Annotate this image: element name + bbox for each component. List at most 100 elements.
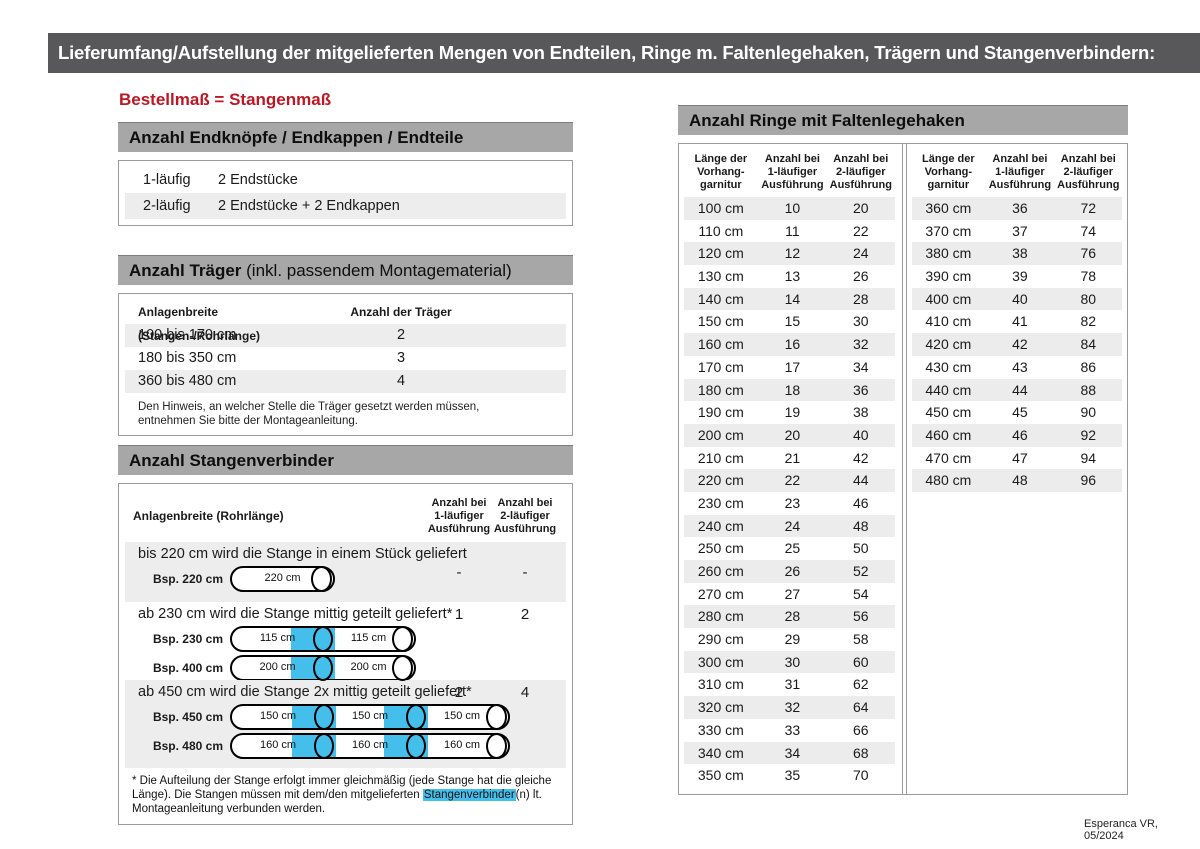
page-title-bar: Lieferumfang/Aufstellung der mitgeliefer… bbox=[48, 33, 1200, 73]
cell-count-2l: 38 bbox=[853, 404, 869, 421]
table-row: 470 cm 47 94 bbox=[912, 447, 1123, 470]
table-row: 320 cm 32 64 bbox=[684, 696, 895, 719]
header-light-part: (inkl. passendem Montagematerial) bbox=[241, 261, 512, 280]
cell-count-1l: 43 bbox=[1012, 358, 1028, 375]
table-row: 170 cm 17 34 bbox=[684, 356, 895, 379]
cell-count-1l: 25 bbox=[784, 540, 801, 557]
document-reference: Esperanca VR, 05/2024 bbox=[1084, 818, 1158, 842]
cell-count-1l: 32 bbox=[784, 699, 801, 716]
cell-count-2l: 68 bbox=[853, 744, 869, 761]
cell-count-1l: 29 bbox=[784, 631, 801, 648]
cell-count-1l: 15 bbox=[784, 313, 801, 330]
table-row: 370 cm 37 74 bbox=[912, 220, 1123, 243]
table-row: 350 cm 35 70 bbox=[684, 764, 895, 787]
cell-count-2l: 28 bbox=[853, 290, 869, 307]
cell-count-2l: 84 bbox=[1080, 336, 1097, 353]
table-row: 270 cm 27 54 bbox=[684, 583, 895, 606]
table-row: 260 cm 26 52 bbox=[684, 560, 895, 583]
row-value: 2 Endstücke + 2 Endkappen bbox=[218, 198, 400, 214]
cell-count-2l: 74 bbox=[1080, 222, 1097, 239]
rod-end-cap-icon bbox=[486, 732, 507, 759]
rod-segment-label: 220 cm bbox=[264, 571, 301, 584]
rod-segment-label: 160 cm bbox=[351, 738, 389, 751]
column-header-length: Länge der Vorhang- garnitur bbox=[694, 153, 748, 191]
cell-count-1l: 23 bbox=[784, 494, 801, 511]
cell-count-1l: 28 bbox=[784, 608, 801, 625]
table-row: 400 cm 40 80 bbox=[911, 287, 1122, 311]
table-row: 180 bis 350 cm 3 bbox=[125, 347, 566, 370]
section-header-endteile: Anzahl Endknöpfe / Endkappen / Endteile bbox=[118, 122, 573, 152]
ringe-table-left: Länge der Vorhang- garnitur Anzahl bei 1… bbox=[679, 144, 903, 794]
ringe-table-right: Länge der Vorhang- garnitur Anzahl bei 1… bbox=[905, 144, 1128, 794]
cell-count-1l: 30 bbox=[784, 653, 801, 670]
cell-range: 360 bis 480 cm bbox=[138, 373, 237, 389]
rod-segment-label: 115 cm bbox=[259, 631, 296, 644]
rod-joint-icon bbox=[313, 654, 333, 681]
cell-count-1l: 1 bbox=[454, 606, 464, 623]
table-row: 330 cm 33 66 bbox=[684, 719, 895, 742]
cell-count-2l: 30 bbox=[853, 313, 869, 330]
table-row: 110 cm 11 22 bbox=[684, 220, 895, 243]
cell-length: 300 cm bbox=[697, 653, 744, 670]
table-row: 210 cm 21 42 bbox=[684, 447, 895, 470]
cell-count-1l: 39 bbox=[1012, 268, 1028, 285]
cell-count-2l: 50 bbox=[853, 540, 869, 557]
table-row: 390 cm 39 78 bbox=[912, 265, 1123, 288]
cell-count-1l: 48 bbox=[1012, 472, 1028, 489]
column-header-1-laeufig: Anzahl bei 1-läufiger Ausführung bbox=[988, 153, 1052, 191]
column-header-count: Anzahl der Träger bbox=[350, 305, 452, 319]
cell-count-2l: 22 bbox=[853, 222, 869, 239]
column-header-2-laeufig: Anzahl bei 2-läufiger Ausführung bbox=[493, 496, 557, 535]
cell-length: 250 cm bbox=[697, 540, 744, 557]
rod-diagram: Bsp. 450 cm 150 cm 150 cm 150 cm bbox=[125, 702, 566, 731]
cell-count-1l: 10 bbox=[784, 200, 801, 216]
cell-count-1l: 38 bbox=[1012, 245, 1028, 262]
cell-length: 260 cm bbox=[697, 563, 744, 579]
cell-count-1l: 34 bbox=[784, 744, 801, 761]
rod-end-cap-icon bbox=[311, 565, 332, 592]
cell-count-2l: 62 bbox=[853, 676, 869, 693]
rod-example-label: Bsp. 480 cm bbox=[152, 738, 223, 753]
table-row: 410 cm 41 82 bbox=[912, 310, 1123, 333]
table-row: ab 230 cm wird die Stange mittig geteilt… bbox=[125, 602, 566, 681]
cell-count-1l: 18 bbox=[784, 381, 801, 398]
table-row: 450 cm 45 90 bbox=[912, 401, 1123, 424]
cell-length: 360 cm bbox=[925, 200, 972, 216]
cell-count-2l: 24 bbox=[853, 245, 869, 262]
table-row: 360 bis 480 cm 4 bbox=[125, 370, 566, 393]
cell-count-2l: 26 bbox=[853, 268, 869, 285]
stangenverbinder-table: Anlagenbreite (Rohrlänge) Anzahl bei 1-l… bbox=[118, 483, 573, 825]
row-label: 2-läufig bbox=[143, 198, 191, 214]
table-row: 100 bis 170 cm 2 bbox=[125, 324, 566, 347]
cell-count-2l: 94 bbox=[1080, 449, 1097, 466]
cell-count-2l: 88 bbox=[1080, 381, 1097, 398]
rod-end-cap-icon bbox=[392, 654, 413, 681]
cell-count: 3 bbox=[396, 350, 406, 366]
cell-length: 160 cm bbox=[697, 336, 744, 353]
table-row: 300 cm 30 60 bbox=[684, 650, 895, 674]
cell-count-1l: 40 bbox=[1012, 290, 1028, 307]
table-row: 240 cm 24 48 bbox=[684, 514, 895, 538]
footnote-text: * Die Aufteilung der Stange erfolgt imme… bbox=[132, 775, 552, 801]
table-row: 230 cm 23 46 bbox=[684, 492, 895, 515]
cell-count-1l: 44 bbox=[1012, 381, 1028, 398]
rod-example-label: Bsp. 450 cm bbox=[152, 709, 223, 724]
traeger-note: Den Hinweis, an welcher Stelle die Träge… bbox=[138, 401, 480, 427]
stangenverbinder-footnote: * Die Aufteilung der Stange erfolgt imme… bbox=[125, 768, 566, 818]
cell-count-1l: 2 bbox=[454, 684, 464, 701]
cell-count: 4 bbox=[396, 373, 406, 389]
table-row: 100 cm 10 20 bbox=[684, 197, 895, 220]
cell-count-1l: 21 bbox=[784, 449, 801, 466]
cell-length: 130 cm bbox=[697, 268, 744, 285]
cell-count-2l: 2 bbox=[520, 606, 530, 623]
rod-segment-label: 150 cm bbox=[259, 709, 297, 722]
rod-segment-label: 200 cm bbox=[259, 660, 296, 673]
cell-count-2l: 4 bbox=[520, 684, 530, 701]
cell-count-2l: 80 bbox=[1080, 290, 1097, 307]
cell-length: 210 cm bbox=[697, 449, 744, 466]
cell-count-1l: 46 bbox=[1012, 426, 1028, 443]
table-row: 310 cm 31 62 bbox=[684, 673, 895, 696]
section-header-traeger: Anzahl Träger (inkl. passendem Montagema… bbox=[118, 255, 573, 285]
table-row: 420 cm 42 84 bbox=[911, 333, 1122, 356]
cell-count-1l: 17 bbox=[784, 358, 801, 375]
